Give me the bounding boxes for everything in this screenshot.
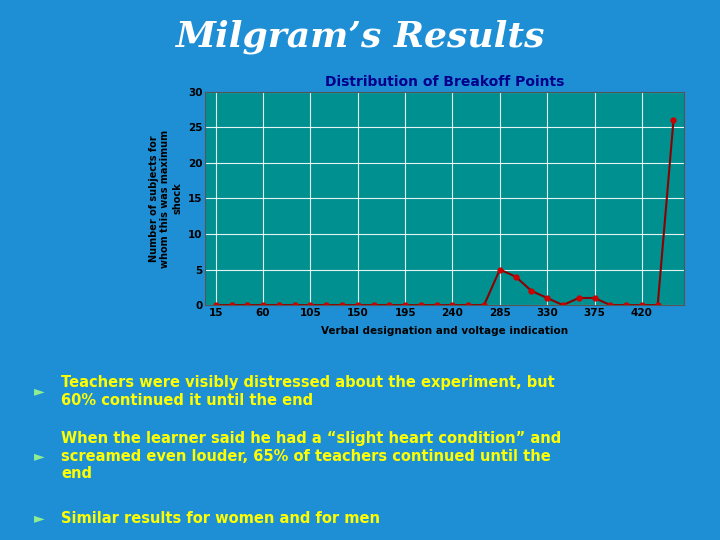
Text: Milgram’s Results: Milgram’s Results (175, 19, 545, 53)
Text: ►: ► (35, 384, 45, 399)
Text: ►: ► (35, 511, 45, 525)
Text: ►: ► (35, 449, 45, 463)
Text: When the learner said he had a “slight heart condition” and
screamed even louder: When the learner said he had a “slight h… (61, 431, 562, 481)
Text: Number of subjects for
whom this was maximum
shock: Number of subjects for whom this was max… (149, 130, 182, 267)
Text: Verbal designation and voltage indication: Verbal designation and voltage indicatio… (321, 326, 568, 336)
Text: Similar results for women and for men: Similar results for women and for men (61, 511, 380, 526)
Text: Teachers were visibly distressed about the experiment, but
60% continued it unti: Teachers were visibly distressed about t… (61, 375, 555, 408)
Title: Distribution of Breakoff Points: Distribution of Breakoff Points (325, 75, 564, 89)
